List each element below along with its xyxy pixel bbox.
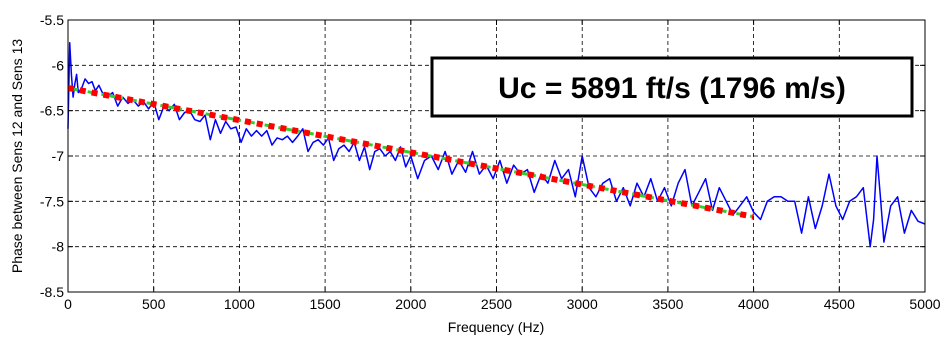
- annotation-frame: [430, 56, 914, 118]
- ticks: [67, 19, 926, 293]
- x-tick-label: 500: [142, 296, 166, 312]
- x-tick-label: 1000: [224, 296, 255, 312]
- x-tick-label: 1500: [310, 296, 341, 312]
- annotation-text: Uc = 5891 ft/s (1796 m/s): [498, 72, 846, 105]
- x-tick-label: 5000: [909, 296, 940, 312]
- x-tick-label: 2500: [481, 296, 512, 312]
- y-tick-label: -8.5: [40, 284, 64, 300]
- x-tick-label: 4000: [738, 296, 769, 312]
- x-tick-label: 4500: [824, 296, 855, 312]
- x-tick-label: 2000: [395, 296, 426, 312]
- x-tick-label: 3500: [652, 296, 683, 312]
- y-axis-label: Phase between Sens 12 and Sens 13: [9, 39, 25, 274]
- x-tick-label: 0: [64, 296, 72, 312]
- y-tick-label: -6.5: [40, 103, 64, 119]
- y-tick-label: -5.5: [40, 12, 64, 28]
- y-tick-label: -7.5: [40, 193, 64, 209]
- y-tick-label: -8: [52, 239, 65, 255]
- series-line-3: [67, 85, 755, 220]
- tick-labels: 0 500 1000 1500 2000 2500 3000 3500 4000 4500 5000…: [40, 12, 941, 312]
- y-tick-label: -7: [52, 148, 65, 164]
- y-tick-label: -6: [52, 57, 65, 73]
- x-tick-label: 3000: [567, 296, 598, 312]
- x-axis-label: Frequency (Hz): [448, 319, 544, 335]
- series-group: [67, 41, 926, 248]
- annotation-box: Uc = 5891 ft/s (1796 m/s): [430, 56, 914, 118]
